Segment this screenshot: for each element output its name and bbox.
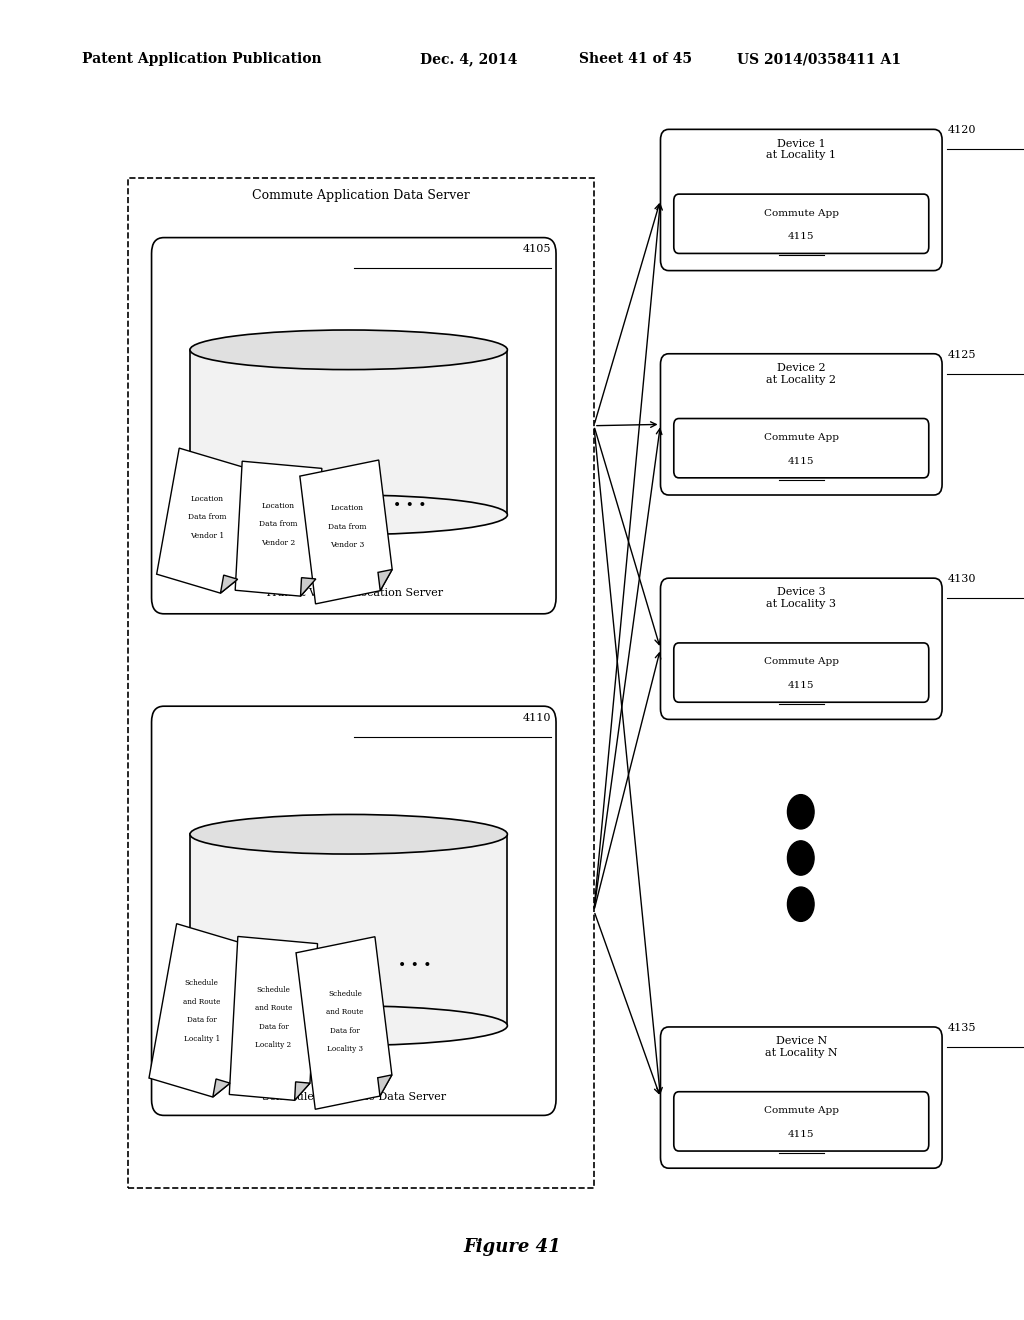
Text: Vendor 2: Vendor 2 xyxy=(261,539,296,546)
Polygon shape xyxy=(229,936,317,1101)
Text: Commute App: Commute App xyxy=(764,209,839,218)
Polygon shape xyxy=(378,569,392,590)
Text: 4105: 4105 xyxy=(522,244,551,255)
Text: and Route: and Route xyxy=(327,1008,364,1016)
Text: Location: Location xyxy=(190,495,223,503)
Circle shape xyxy=(787,841,814,875)
Text: Patent Application Publication: Patent Application Publication xyxy=(82,53,322,66)
Polygon shape xyxy=(300,461,392,603)
Text: and Route: and Route xyxy=(183,998,220,1006)
Text: Vendor 3: Vendor 3 xyxy=(330,541,365,549)
Text: Device 1
at Locality 1: Device 1 at Locality 1 xyxy=(766,139,837,160)
Text: Schedule: Schedule xyxy=(184,979,219,987)
FancyBboxPatch shape xyxy=(152,706,556,1115)
Polygon shape xyxy=(236,461,322,597)
Text: Commute App: Commute App xyxy=(764,657,839,667)
Text: Commute App: Commute App xyxy=(764,433,839,442)
FancyBboxPatch shape xyxy=(660,129,942,271)
Text: Figure 41: Figure 41 xyxy=(463,1238,561,1257)
Text: Commute Application Data Server: Commute Application Data Server xyxy=(252,189,470,202)
Polygon shape xyxy=(296,937,392,1109)
Text: • • •: • • • xyxy=(393,499,426,512)
Text: Locality 2: Locality 2 xyxy=(255,1041,292,1049)
FancyBboxPatch shape xyxy=(674,1092,929,1151)
Text: Locality 3: Locality 3 xyxy=(327,1045,364,1053)
Text: Location: Location xyxy=(262,502,295,510)
Text: 4115: 4115 xyxy=(788,681,814,690)
FancyBboxPatch shape xyxy=(152,238,556,614)
Text: Vendor 1: Vendor 1 xyxy=(189,532,224,540)
Text: Device 2
at Locality 2: Device 2 at Locality 2 xyxy=(766,363,837,384)
Text: Commute App: Commute App xyxy=(764,1106,839,1115)
Text: Data for: Data for xyxy=(258,1023,289,1031)
FancyBboxPatch shape xyxy=(660,354,942,495)
Polygon shape xyxy=(190,350,508,515)
Text: Transit Vehicle Location Server: Transit Vehicle Location Server xyxy=(265,587,442,598)
Text: Data for: Data for xyxy=(186,1016,217,1024)
Text: Schedule: Schedule xyxy=(328,990,362,998)
Text: 4115: 4115 xyxy=(788,1130,814,1139)
FancyBboxPatch shape xyxy=(674,643,929,702)
Text: Data from: Data from xyxy=(187,513,226,521)
Text: Schedule: Schedule xyxy=(256,986,291,994)
Text: Location: Location xyxy=(331,504,364,512)
FancyBboxPatch shape xyxy=(674,194,929,253)
Text: Locality 1: Locality 1 xyxy=(183,1035,220,1043)
Text: Data from: Data from xyxy=(259,520,298,528)
Text: Device N
at Locality N: Device N at Locality N xyxy=(765,1036,838,1057)
Polygon shape xyxy=(295,1082,310,1101)
Text: and Route: and Route xyxy=(255,1005,292,1012)
Polygon shape xyxy=(213,1078,230,1097)
Ellipse shape xyxy=(190,495,508,535)
Text: 4130: 4130 xyxy=(947,574,976,585)
Text: Data for: Data for xyxy=(330,1027,360,1035)
Polygon shape xyxy=(300,578,315,597)
Text: Data from: Data from xyxy=(328,523,367,531)
Ellipse shape xyxy=(190,814,508,854)
Circle shape xyxy=(787,887,814,921)
FancyBboxPatch shape xyxy=(660,1027,942,1168)
Text: Device 3
at Locality 3: Device 3 at Locality 3 xyxy=(766,587,837,609)
Text: 4115: 4115 xyxy=(788,457,814,466)
Circle shape xyxy=(787,795,814,829)
Text: Schedule and Route Data Server: Schedule and Route Data Server xyxy=(262,1092,445,1102)
Polygon shape xyxy=(190,834,508,1026)
Text: US 2014/0358411 A1: US 2014/0358411 A1 xyxy=(737,53,901,66)
Text: • • •: • • • xyxy=(398,960,431,973)
Polygon shape xyxy=(157,447,257,593)
Text: 4120: 4120 xyxy=(947,125,976,136)
Text: 4115: 4115 xyxy=(788,232,814,242)
Text: 4135: 4135 xyxy=(947,1023,976,1034)
FancyBboxPatch shape xyxy=(674,418,929,478)
Text: 4125: 4125 xyxy=(947,350,976,360)
Polygon shape xyxy=(378,1074,392,1096)
Ellipse shape xyxy=(190,1006,508,1045)
Polygon shape xyxy=(220,576,238,593)
Ellipse shape xyxy=(190,330,508,370)
FancyBboxPatch shape xyxy=(660,578,942,719)
Polygon shape xyxy=(150,924,254,1097)
Text: Dec. 4, 2014: Dec. 4, 2014 xyxy=(420,53,517,66)
Text: 4110: 4110 xyxy=(522,713,551,723)
Text: Sheet 41 of 45: Sheet 41 of 45 xyxy=(579,53,691,66)
